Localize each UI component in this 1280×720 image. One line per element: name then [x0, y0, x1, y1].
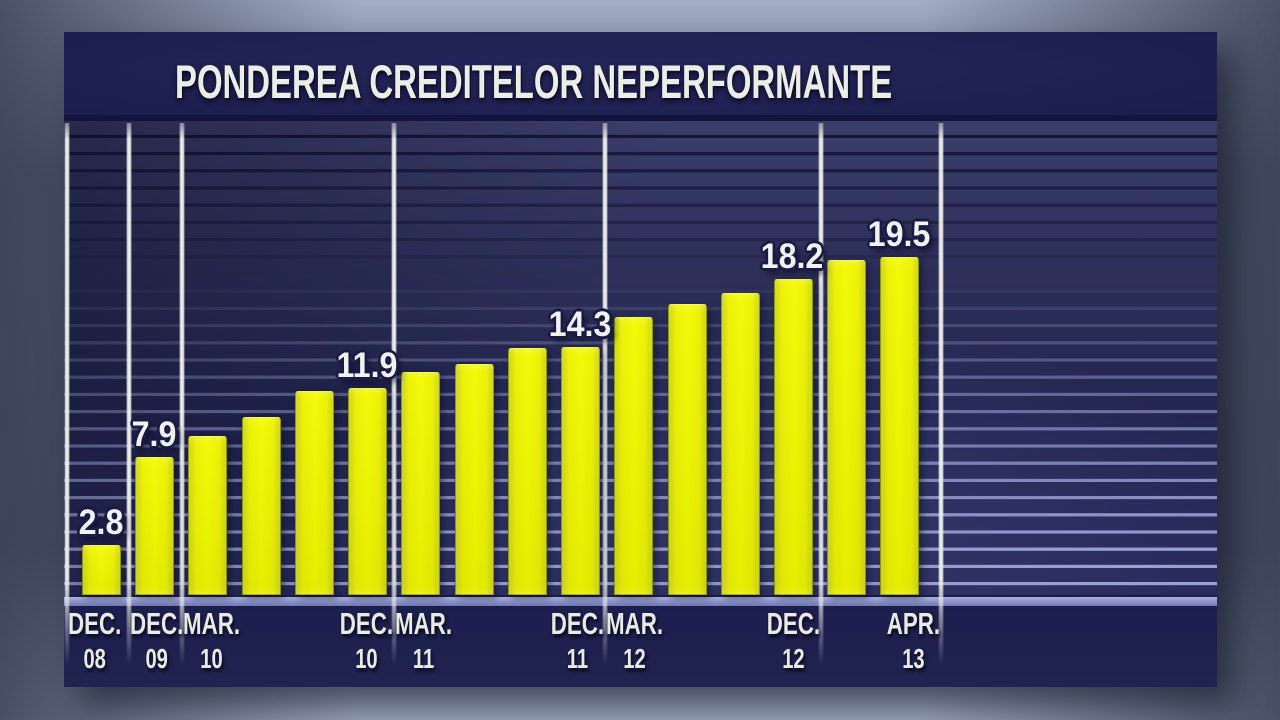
chart-title: PONDEREA CREDITELOR NEPERFORMANTE: [175, 55, 893, 108]
bar-mar-10: [188, 436, 228, 595]
period-separator-line: [938, 123, 944, 665]
x-tick-mar-10: MAR. 10: [183, 606, 241, 675]
period-separator-line: [602, 123, 608, 665]
value-label: 18.2: [761, 237, 824, 276]
bar-iun-12: [667, 304, 707, 595]
x-tick-year: 12: [782, 643, 805, 675]
x-tick-month: MAR.: [395, 606, 453, 641]
period-separator-line: [126, 123, 132, 665]
bar-iun-11: [454, 364, 494, 595]
x-tick-year: 10: [355, 643, 378, 675]
period-separator-line: [64, 123, 70, 665]
title-band: PONDEREA CREDITELOR NEPERFORMANTE: [64, 32, 1217, 121]
x-tick-month: DEC.: [766, 606, 820, 641]
x-tick-month: DEC.: [339, 606, 393, 641]
x-tick-month: DEC.: [130, 606, 184, 641]
x-tick-year: 10: [200, 643, 223, 675]
chart-panel: 2.8 7.9 11.9 14.3 18.2 19.5 DEC. 08 DEC. 09 MAR. 1…: [64, 32, 1217, 687]
x-axis-label-band: [64, 606, 1217, 687]
period-separator-line: [818, 123, 824, 665]
value-label: 14.3: [548, 305, 611, 344]
x-tick-month: MAR.: [183, 606, 241, 641]
bar-dec-09: [135, 457, 175, 595]
bar-dec-08: [82, 545, 121, 595]
value-label: 7.9: [131, 415, 177, 454]
bar-apr-13: [880, 257, 920, 595]
x-tick-year: 09: [145, 643, 168, 675]
value-label: 19.5: [867, 215, 931, 254]
bar-dec-10: [348, 388, 388, 595]
x-tick-apr-13: APR. 13: [886, 606, 940, 675]
bar-mar-12: [614, 317, 654, 595]
x-tick-year: 08: [83, 643, 106, 675]
bar-iun-10: [241, 417, 281, 595]
period-separator-line: [391, 123, 397, 665]
x-tick-month: APR.: [886, 606, 940, 641]
x-tick-dec-12: DEC. 12: [766, 606, 820, 675]
x-tick-year: 11: [566, 643, 588, 675]
bar-dec-12: [773, 279, 813, 595]
bar-sep-12: [720, 293, 760, 595]
x-tick-dec-08: DEC. 08: [68, 606, 122, 675]
bar-mar-11: [401, 372, 441, 595]
x-tick-month: DEC.: [68, 606, 122, 641]
value-label: 2.8: [78, 503, 123, 542]
x-tick-dec-11: DEC. 11: [550, 606, 604, 675]
plot-area: 2.8 7.9 11.9 14.3 18.2 19.5 DEC. 08 DEC. 09 MAR. 1…: [64, 32, 1217, 687]
bar-sep-11: [507, 348, 547, 595]
x-tick-month: MAR.: [606, 606, 664, 641]
x-tick-month: DEC.: [550, 606, 604, 641]
x-axis-baseline: [64, 595, 1217, 606]
x-tick-dec-09: DEC. 09: [130, 606, 184, 675]
x-tick-mar-11: MAR. 11: [395, 606, 453, 675]
bar-dec-11: [561, 347, 601, 595]
value-label: 11.9: [336, 346, 398, 385]
x-tick-year: 13: [902, 643, 925, 675]
x-tick-dec-10: DEC. 10: [339, 606, 393, 675]
x-tick-year: 12: [623, 643, 646, 675]
bar-sep-10: [294, 391, 334, 595]
period-separator-line: [179, 123, 185, 665]
bar-mar-13: [827, 260, 867, 595]
x-tick-mar-12: MAR. 12: [606, 606, 664, 675]
x-tick-year: 11: [412, 643, 435, 675]
